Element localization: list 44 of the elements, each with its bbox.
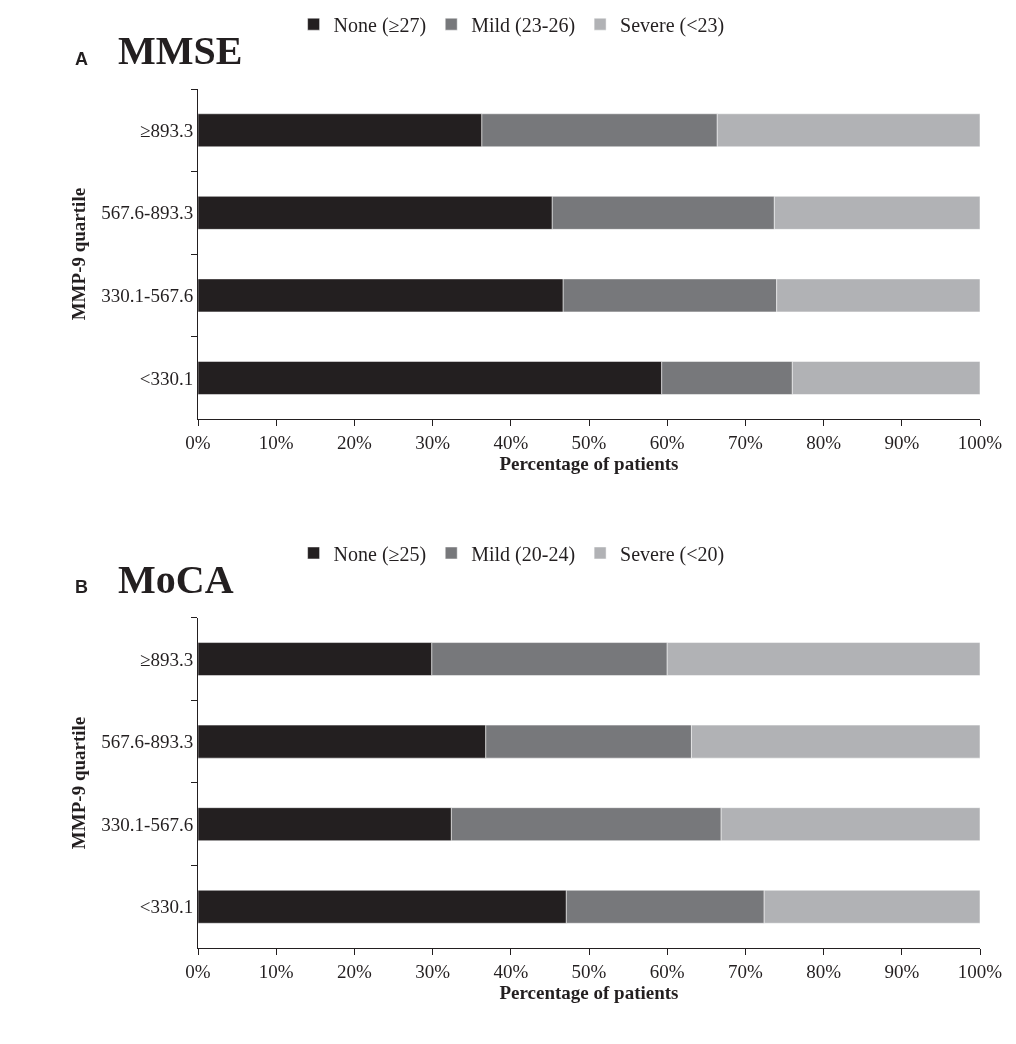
- legend-label: Severe (<23): [620, 13, 725, 37]
- y-tick-label: 567.6-893.3: [101, 202, 194, 224]
- x-tick-label: 70%: [727, 432, 763, 454]
- x-tick-label: 20%: [336, 960, 372, 982]
- x-tick-label: 20%: [336, 432, 372, 454]
- y-tick-label: 330.1-567.6: [101, 813, 194, 835]
- x-tick-label: 50%: [571, 960, 607, 982]
- x-tick-label: 10%: [258, 960, 294, 982]
- legend-label: Mild (20-24): [471, 542, 576, 566]
- y-tick-label: <330.1: [139, 896, 194, 918]
- x-tick-label: 40%: [493, 960, 529, 982]
- legend-label: None (≥27): [333, 13, 427, 37]
- y-tick-label: <330.1: [139, 367, 194, 389]
- x-tick-label: 90%: [884, 432, 920, 454]
- chart-title: MoCA: [118, 557, 234, 602]
- y-tick-label: 567.6-893.3: [101, 731, 194, 753]
- x-tick-label: 100%: [957, 432, 1003, 454]
- x-tick-label: 30%: [415, 432, 451, 454]
- text: A: [75, 49, 88, 69]
- x-tick-label: 80%: [806, 432, 842, 454]
- x-tick-label: 60%: [649, 432, 685, 454]
- y-tick-label: ≥893.3: [140, 648, 194, 670]
- chart-title: MMSE: [118, 28, 243, 73]
- x-tick-label: 90%: [884, 960, 920, 982]
- x-tick-label: 80%: [806, 960, 842, 982]
- x-axis-title: Percentage of patients: [499, 453, 679, 475]
- legend-label: Mild (23-26): [471, 13, 576, 37]
- y-axis-title: MMP-9 quartile: [68, 716, 90, 850]
- x-tick-label: 100%: [957, 960, 1003, 982]
- x-tick-label: 50%: [571, 432, 607, 454]
- y-tick-label: 330.1-567.6: [101, 285, 194, 307]
- x-tick-label: 0%: [185, 960, 211, 982]
- text: B: [75, 577, 88, 597]
- x-tick-label: 10%: [258, 432, 294, 454]
- y-tick-label: ≥893.3: [140, 119, 194, 141]
- y-axis-title: MMP-9 quartile: [68, 187, 90, 321]
- x-tick-label: 40%: [493, 432, 529, 454]
- x-tick-label: 30%: [415, 960, 451, 982]
- x-axis-title: Percentage of patients: [499, 981, 679, 1003]
- x-tick-label: 60%: [649, 960, 685, 982]
- legend-label: Severe (<20): [620, 542, 725, 566]
- legend-label: None (≥25): [333, 542, 427, 566]
- x-tick-label: 70%: [727, 960, 763, 982]
- x-tick-label: 0%: [185, 432, 211, 454]
